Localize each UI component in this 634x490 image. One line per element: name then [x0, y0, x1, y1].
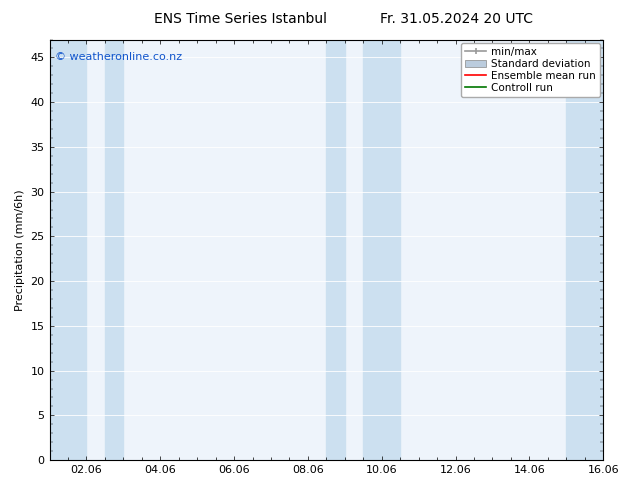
Bar	[327, 40, 345, 460]
Bar	[363, 40, 400, 460]
Bar	[105, 40, 124, 460]
Text: ENS Time Series Istanbul: ENS Time Series Istanbul	[155, 12, 327, 26]
Bar	[566, 40, 603, 460]
Legend: min/max, Standard deviation, Ensemble mean run, Controll run: min/max, Standard deviation, Ensemble me…	[461, 43, 600, 97]
Bar	[49, 40, 86, 460]
Y-axis label: Precipitation (mm/6h): Precipitation (mm/6h)	[15, 189, 25, 311]
Text: Fr. 31.05.2024 20 UTC: Fr. 31.05.2024 20 UTC	[380, 12, 533, 26]
Text: © weatheronline.co.nz: © weatheronline.co.nz	[55, 52, 182, 62]
